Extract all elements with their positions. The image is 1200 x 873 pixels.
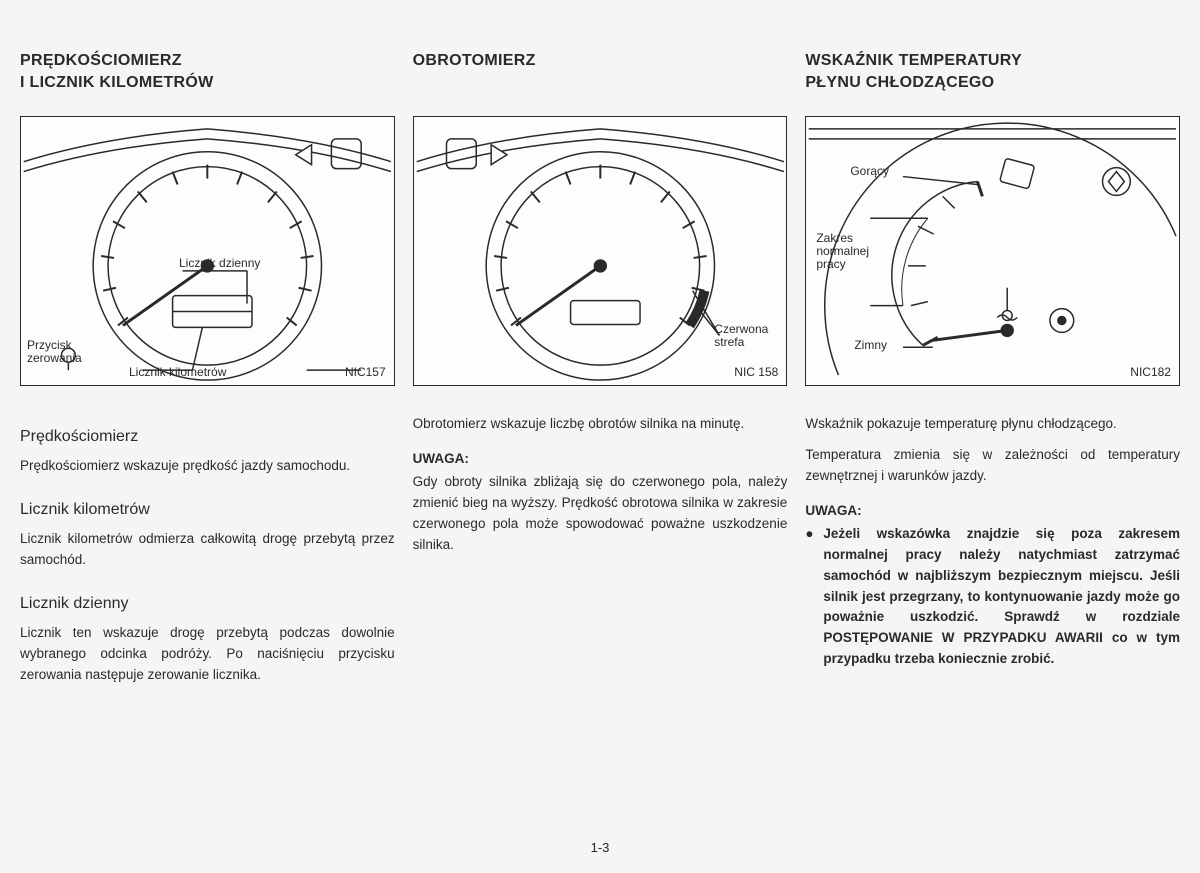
heading-tachometer: OBROTOMIERZ [413,50,788,98]
label-zakres: Zakresnormalnejpracy [816,232,869,272]
page-grid: PRĘDKOŚCIOMIERZI LICZNIK KILOMETRÓW [20,50,1180,696]
heading-speedometer: PRĘDKOŚCIOMIERZI LICZNIK KILOMETRÓW [20,50,395,98]
subhead-predkosciomierz: Prędkościomierz [20,428,395,446]
caution-label-2: UWAGA: [413,451,788,466]
subhead-licznik-dzienny: Licznik dzienny [20,595,395,613]
text-licznik-dzienny: Licznik ten wskazuje drogę przebytą podc… [20,623,395,686]
figure-speedometer: Licznik dzienny Przyciskzerowania Liczni… [20,116,395,386]
text-obrotomierz-intro: Obrotomierz wskazuje liczbę obrotów siln… [413,414,788,435]
column-1: PRĘDKOŚCIOMIERZI LICZNIK KILOMETRÓW [20,50,395,696]
figure-temp-gauge: Gorący Zakresnormalnejpracy Zimny NIC182 [805,116,1180,386]
figure-tachometer: Czerwonastrefa NIC 158 [413,116,788,386]
label-goracy: Gorący [850,165,889,178]
text-temp-2: Temperatura zmienia się w zależności od … [805,445,1180,487]
label-licznik-dzienny: Licznik dzienny [179,257,260,270]
figure-code-1: NIC157 [345,365,386,379]
caution-bullet-3: Jeżeli wskazówka znajdzie się poza zakre… [805,524,1180,670]
figure-code-2: NIC 158 [734,365,778,379]
caution-label-3: UWAGA: [805,503,1180,518]
heading-temp-gauge: WSKAŹNIK TEMPERATURYPŁYNU CHŁODZĄCEGO [805,50,1180,98]
label-zimny: Zimny [854,339,887,352]
text-temp-intro: Wskaźnik pokazuje temperaturę płynu chło… [805,414,1180,435]
text-licznik-km: Licznik kilometrów odmierza całkowitą dr… [20,529,395,571]
label-przycisk: Przyciskzerowania [27,339,82,365]
column-3: WSKAŹNIK TEMPERATURYPŁYNU CHŁODZĄCEGO [805,50,1180,696]
label-licznik-km: Licznik kilometrów [129,366,226,379]
label-czerwona-strefa: Czerwonastrefa [714,323,768,349]
page-number: 1-3 [591,840,610,855]
column-2: OBROTOMIERZ [413,50,788,696]
caution-text-2: Gdy obroty silnika zbliżają się do czerw… [413,472,788,556]
subhead-licznik-km: Licznik kilometrów [20,501,395,519]
figure-code-3: NIC182 [1130,365,1171,379]
text-predkosciomierz: Prędkościomierz wskazuje prędkość jazdy … [20,456,395,477]
